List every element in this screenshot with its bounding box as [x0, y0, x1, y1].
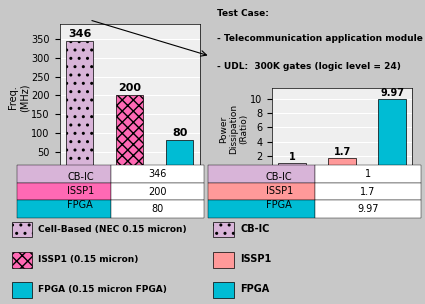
- Text: 80: 80: [172, 128, 187, 138]
- Bar: [212, 282, 234, 298]
- Text: Cell-Based (NEC 0.15 micron): Cell-Based (NEC 0.15 micron): [38, 225, 187, 234]
- Text: CB-IC: CB-IC: [240, 224, 269, 234]
- Text: 1: 1: [289, 152, 295, 162]
- Text: FPGA: FPGA: [266, 200, 292, 210]
- Text: ISSP1: ISSP1: [240, 254, 272, 264]
- Bar: [66, 41, 94, 170]
- Bar: [378, 99, 406, 170]
- Text: FPGA: FPGA: [240, 285, 269, 294]
- Bar: [166, 140, 193, 170]
- Text: CB-IC: CB-IC: [68, 172, 94, 182]
- Y-axis label: Freq.
(MHz): Freq. (MHz): [8, 83, 30, 112]
- Text: CB-IC: CB-IC: [266, 172, 292, 182]
- Bar: [12, 222, 32, 237]
- Bar: [12, 252, 32, 268]
- X-axis label: Power Dissipation: Power Dissipation: [292, 176, 392, 186]
- Text: 9.97: 9.97: [380, 88, 404, 98]
- Text: FPGA: FPGA: [68, 200, 93, 210]
- Bar: [212, 222, 234, 237]
- Bar: [278, 163, 306, 170]
- Text: ISSP1 (0.15 micron): ISSP1 (0.15 micron): [38, 255, 138, 264]
- Text: 1.7: 1.7: [334, 147, 351, 157]
- Text: 200: 200: [118, 83, 141, 93]
- Text: - UDL:  300K gates (logic level = 24): - UDL: 300K gates (logic level = 24): [217, 62, 401, 71]
- Text: FPGA (0.15 micron FPGA): FPGA (0.15 micron FPGA): [38, 285, 167, 294]
- Text: - Telecommunication application module: - Telecommunication application module: [217, 34, 422, 43]
- Text: ISSP1: ISSP1: [68, 186, 95, 196]
- Bar: [329, 158, 356, 170]
- Text: 346: 346: [68, 29, 91, 39]
- Bar: [12, 282, 32, 298]
- Text: Test Case:: Test Case:: [217, 9, 269, 18]
- X-axis label: Frequency: Frequency: [101, 176, 158, 186]
- Text: ISSP1: ISSP1: [266, 186, 293, 196]
- Bar: [116, 95, 143, 170]
- Bar: [212, 252, 234, 268]
- Y-axis label: Power
Dissipation
(Ratio): Power Dissipation (Ratio): [219, 104, 249, 154]
